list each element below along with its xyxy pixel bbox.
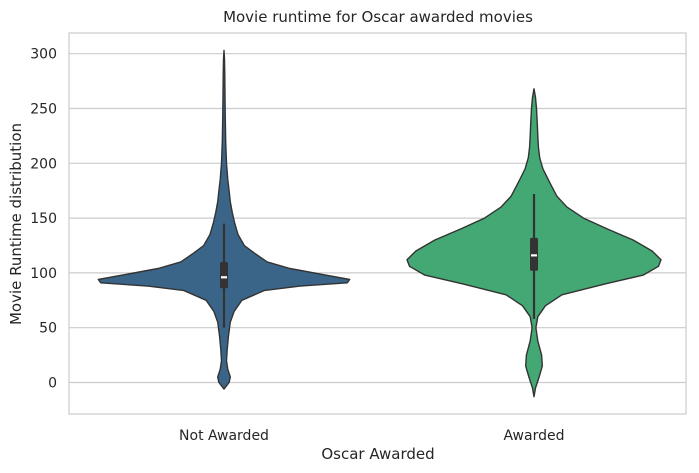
violin-1: [406, 88, 662, 398]
iqr-box: [220, 261, 228, 289]
x-tick-label: Awarded: [504, 428, 565, 444]
y-tick-label: 250: [30, 102, 57, 118]
violin-0: [97, 49, 351, 390]
x-tick-labels: Not Awarded Awarded: [179, 428, 564, 444]
y-axis-label: Movie Runtime distribution: [7, 123, 25, 325]
y-tick-label: 200: [30, 156, 57, 172]
y-tick-label: 0: [48, 376, 57, 392]
y-tick-labels: 0 50 100 150 200 250 300: [30, 47, 57, 392]
violin-body: [97, 49, 351, 390]
y-tick-label: 300: [30, 47, 57, 63]
x-axis-label: Oscar Awarded: [321, 445, 434, 463]
x-tick-label: Not Awarded: [179, 428, 269, 444]
violins: [97, 49, 662, 398]
y-tick-label: 50: [39, 321, 57, 337]
y-tick-label: 150: [30, 211, 57, 227]
plot-frame: [68, 32, 687, 415]
chart-title: Movie runtime for Oscar awarded movies: [223, 8, 533, 26]
y-tick-label: 100: [30, 266, 57, 282]
